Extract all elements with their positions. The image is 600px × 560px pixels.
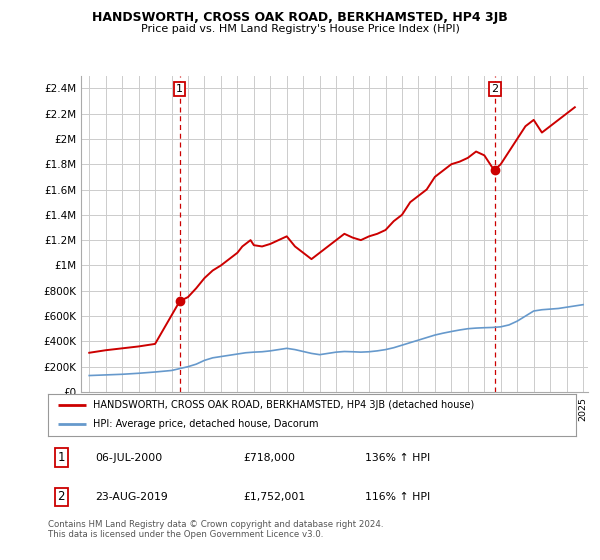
Text: HANDSWORTH, CROSS OAK ROAD, BERKHAMSTED, HP4 3JB (detached house): HANDSWORTH, CROSS OAK ROAD, BERKHAMSTED,… <box>93 400 474 410</box>
Text: 2: 2 <box>491 83 499 94</box>
Text: HANDSWORTH, CROSS OAK ROAD, BERKHAMSTED, HP4 3JB: HANDSWORTH, CROSS OAK ROAD, BERKHAMSTED,… <box>92 11 508 24</box>
Text: 136% ↑ HPI: 136% ↑ HPI <box>365 452 430 463</box>
Text: 23-AUG-2019: 23-AUG-2019 <box>95 492 168 502</box>
Text: 1: 1 <box>176 83 183 94</box>
Text: 1: 1 <box>58 451 65 464</box>
Text: £1,752,001: £1,752,001 <box>244 492 305 502</box>
Text: £718,000: £718,000 <box>244 452 295 463</box>
Text: 06-JUL-2000: 06-JUL-2000 <box>95 452 163 463</box>
Text: 116% ↑ HPI: 116% ↑ HPI <box>365 492 430 502</box>
Text: Price paid vs. HM Land Registry's House Price Index (HPI): Price paid vs. HM Land Registry's House … <box>140 24 460 34</box>
Text: 2: 2 <box>58 490 65 503</box>
Text: HPI: Average price, detached house, Dacorum: HPI: Average price, detached house, Daco… <box>93 419 319 430</box>
Text: Contains HM Land Registry data © Crown copyright and database right 2024.
This d: Contains HM Land Registry data © Crown c… <box>48 520 383 539</box>
